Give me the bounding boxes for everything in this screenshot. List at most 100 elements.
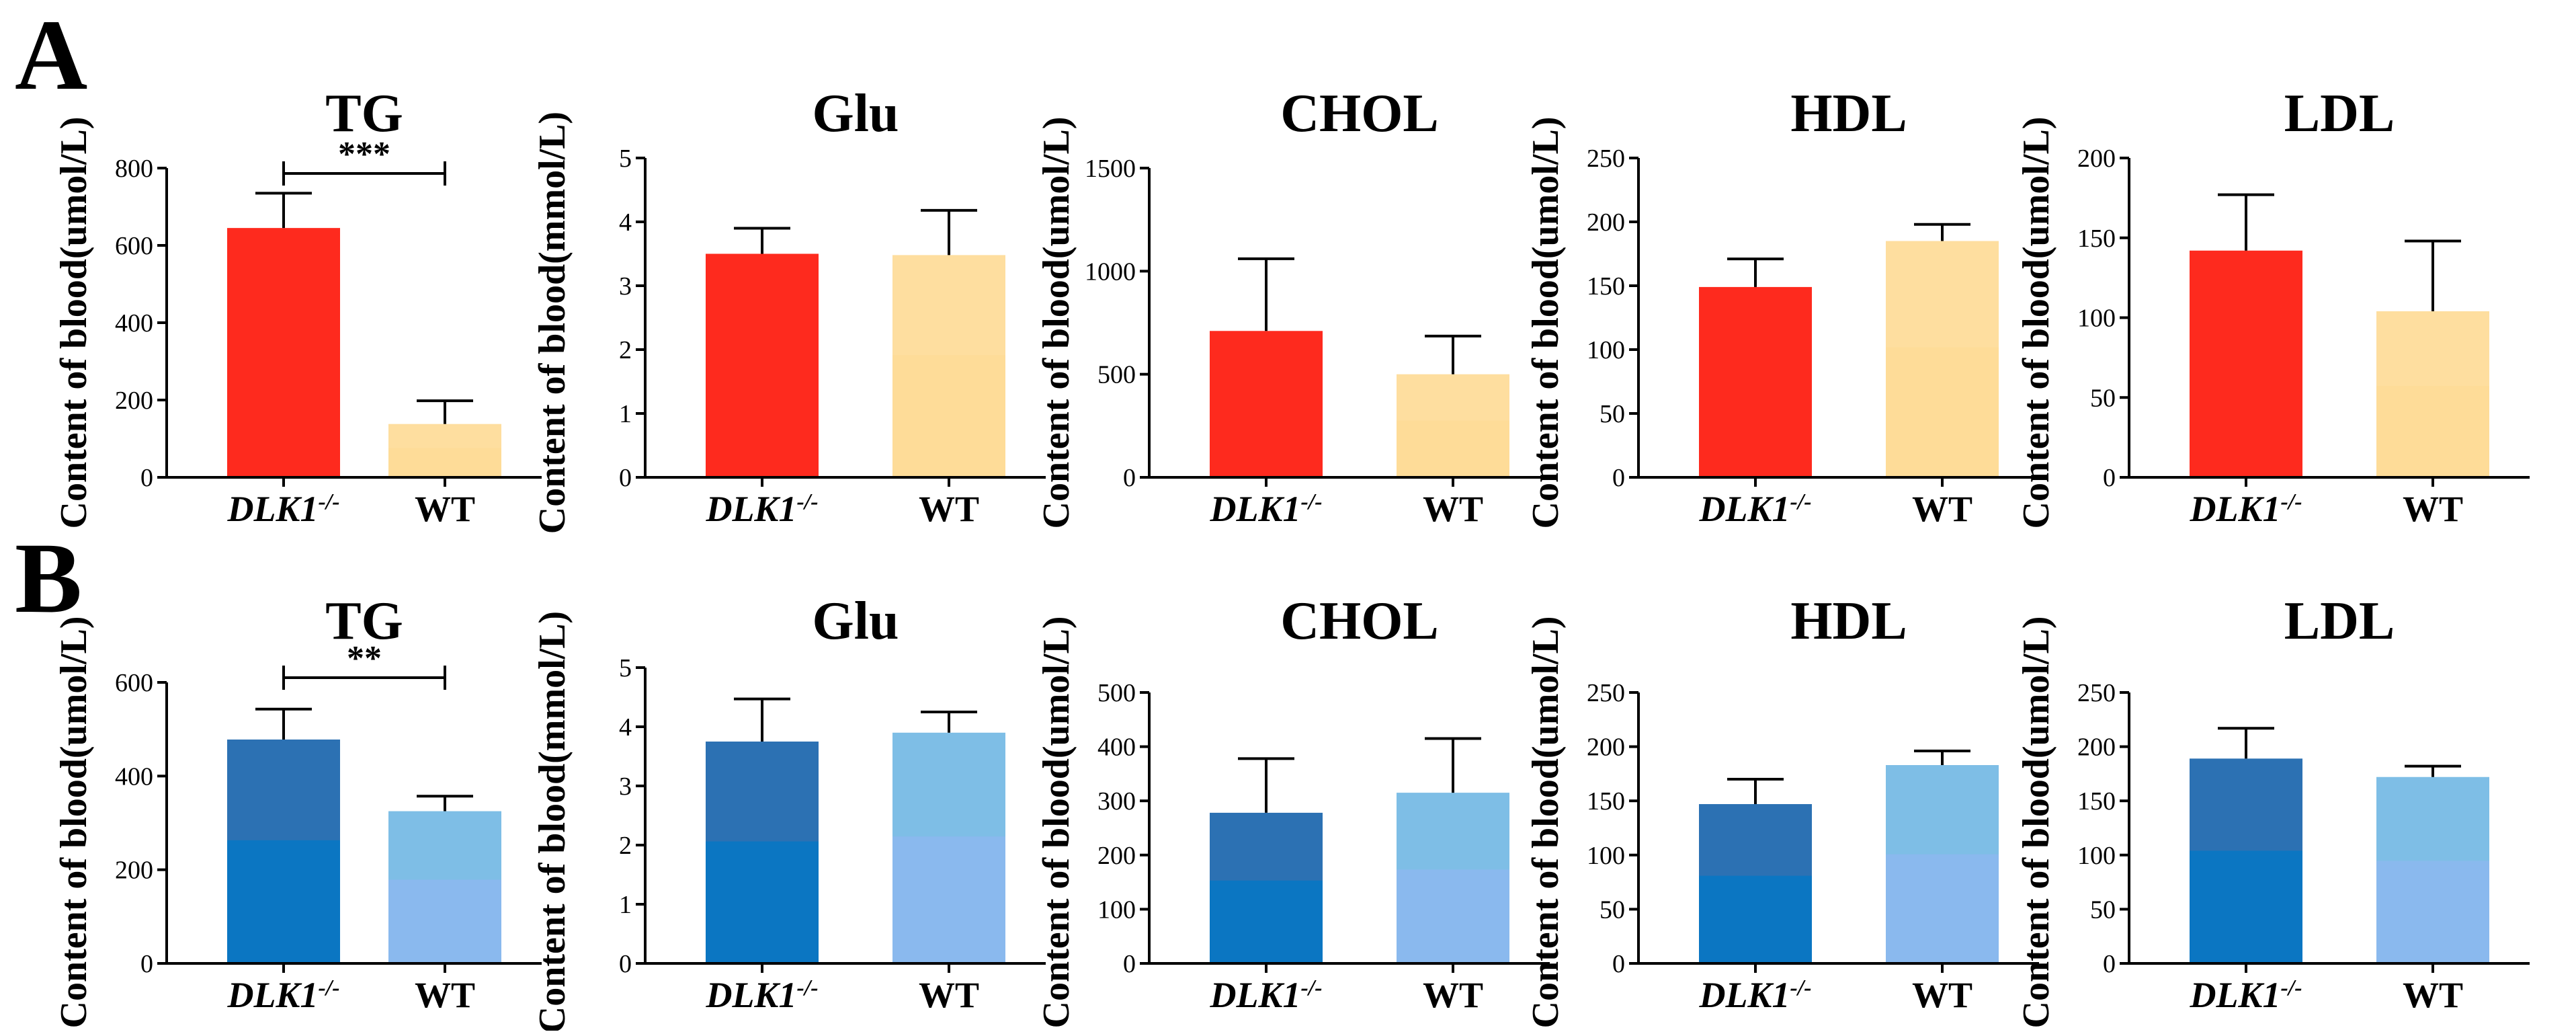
chart-a-ldl: LDL Content of blood(umol/L) DLK1-/- WT 0 50 1…: [2016, 84, 2530, 529]
chart-b-chol-bar-lower-0: [1210, 880, 1323, 963]
chart-a-glu-title: Glu: [813, 84, 899, 143]
chart-b-chol-ytick-label-1: 100: [1097, 896, 1136, 924]
chart-b-ldl-ytick-label-2: 100: [2077, 842, 2116, 870]
chart-a-tg-ytick-label-0: 0: [140, 464, 153, 492]
chart-a-tg-bar-lower-1: [388, 448, 501, 477]
chart-a-chol-category-0: DLK1-/-: [1209, 489, 1322, 529]
chart-b-chol-ytick-label-3: 300: [1097, 787, 1136, 816]
chart-b-hdl-bar-lower-0: [1699, 875, 1812, 963]
chart-a-glu-ytick-label-2: 2: [619, 336, 632, 364]
chart-a-glu-ytick-label-4: 4: [619, 208, 632, 237]
chart-a-chol-bar-lower-0: [1210, 397, 1323, 477]
chart-a-hdl-ytick-label-3: 150: [1587, 272, 1625, 301]
chart-b-chol-category-0: DLK1-/-: [1209, 975, 1322, 1015]
chart-b-ldl-ytick-label-1: 50: [2090, 896, 2116, 924]
chart-a-glu-bar-lower-1: [892, 355, 1005, 477]
chart-b-tg-ytick-label-0: 0: [140, 950, 153, 978]
chart-a-tg-ytick-label-3: 600: [115, 232, 153, 260]
chart-b-glu-ytick-label-5: 5: [619, 654, 632, 682]
chart-a-chol-ytick-label-3: 1500: [1085, 155, 1136, 183]
chart-a-glu-bar-lower-0: [706, 354, 819, 477]
chart-b-glu-ytick-label-0: 0: [619, 950, 632, 978]
chart-a-hdl-bar-lower-1: [1886, 347, 1999, 477]
chart-b-hdl-title: HDL: [1790, 592, 1907, 651]
chart-b-hdl-ytick-label-3: 150: [1587, 787, 1625, 816]
chart-b-chol: CHOL Content of blood(umol/L) DLK1-/- WT 0 10…: [1036, 592, 1550, 1028]
chart-b-chol-ytick-label-4: 400: [1097, 733, 1136, 762]
chart-a-glu-ytick-label-1: 1: [619, 400, 632, 428]
panel-label-b: B: [15, 522, 82, 634]
chart-a-ldl-bar-lower-0: [2190, 352, 2302, 477]
chart-a-glu: Glu Content of blood(mmol/L) DLK1-/- WT 0 1 2 3…: [532, 84, 1046, 534]
chart-a-tg-category-0: DLK1-/-: [226, 489, 339, 529]
chart-b-tg-bar-lower-0: [227, 840, 340, 963]
chart-a-glu-ytick-label-0: 0: [619, 464, 632, 492]
chart-b-tg-significance: **: [347, 639, 382, 678]
chart-a-tg-ylabel: Content of blood(umol/L): [53, 117, 95, 529]
chart-b-hdl-ytick-label-4: 200: [1587, 733, 1625, 762]
chart-a-ldl-bar-lower-1: [2376, 386, 2489, 477]
chart-b-ldl-title: LDL: [2284, 592, 2395, 651]
chart-b-ldl-bar-lower-0: [2190, 850, 2302, 963]
chart-a-ldl-ytick-label-0: 0: [2103, 464, 2116, 492]
chart-a-ldl-ytick-label-1: 50: [2090, 384, 2116, 412]
chart-b-ldl-ytick-label-5: 250: [2077, 679, 2116, 707]
chart-b-glu-ytick-label-2: 2: [619, 832, 632, 860]
chart-b-tg-category-1: WT: [415, 975, 475, 1015]
chart-b-hdl-ytick-label-0: 0: [1612, 950, 1625, 978]
chart-a-glu-ytick-label-3: 3: [619, 272, 632, 301]
chart-a-hdl-category-0: DLK1-/-: [1698, 489, 1811, 529]
chart-b-chol-ytick-label-0: 0: [1123, 950, 1136, 978]
chart-b-hdl-ytick-label-5: 250: [1587, 679, 1625, 707]
chart-a-tg-title: TG: [325, 84, 403, 143]
chart-b-glu: Glu Content of blood(mmol/L) DLK1-/- WT 0 1 2 3…: [532, 592, 1046, 1033]
chart-a-hdl-category-1: WT: [1912, 489, 1972, 529]
chart-a-tg: TG Content of blood(umol/L) DLK1-/- WT 0 200 4…: [53, 84, 542, 529]
chart-b-tg-ylabel: Content of blood(umol/L): [53, 617, 95, 1029]
chart-b-chol-ylabel: Content of blood(umol/L): [1036, 617, 1077, 1029]
chart-a-hdl-ytick-label-0: 0: [1612, 464, 1625, 492]
chart-b-ldl: LDL Content of blood(umol/L) DLK1-/- WT 0 50 1…: [2016, 592, 2530, 1028]
chart-a-chol-bar-lower-1: [1397, 420, 1509, 477]
chart-b-hdl-ylabel: Content of blood(umol/L): [1525, 617, 1567, 1029]
chart-a-hdl-title: HDL: [1790, 84, 1907, 143]
chart-a-tg-significance: ***: [338, 135, 390, 173]
chart-a-chol-ytick-label-0: 0: [1123, 464, 1136, 492]
chart-a-tg-ytick-label-4: 800: [115, 155, 153, 183]
chart-b-tg-ytick-label-2: 400: [115, 762, 153, 791]
chart-a-ldl-category-1: WT: [2403, 489, 2463, 529]
chart-b-hdl-bar-lower-1: [1886, 854, 1999, 963]
chart-a-hdl-ytick-label-4: 200: [1587, 208, 1625, 237]
chart-b-glu-ytick-label-1: 1: [619, 891, 632, 919]
chart-a-glu-category-0: DLK1-/-: [705, 489, 818, 529]
chart-a-ldl-ytick-label-2: 100: [2077, 305, 2116, 333]
panel-label-a: A: [15, 0, 87, 111]
chart-b-hdl-category-1: WT: [1912, 975, 1972, 1015]
chart-b-glu-bar-lower-0: [706, 841, 819, 963]
chart-a-glu-category-1: WT: [919, 489, 979, 529]
chart-a-chol-ylabel: Content of blood(umol/L): [1036, 117, 1077, 529]
chart-b-glu-category-1: WT: [919, 975, 979, 1015]
chart-a-chol-ytick-label-1: 500: [1097, 361, 1136, 389]
chart-a-ldl-ytick-label-4: 200: [2077, 145, 2116, 173]
chart-b-ldl-ylabel: Content of blood(umol/L): [2016, 617, 2057, 1029]
chart-a-chol: CHOL Content of blood(umol/L) DLK1-/- WT 0 50…: [1036, 84, 1550, 529]
chart-a-tg-ytick-label-2: 400: [115, 309, 153, 337]
chart-b-tg-bar-lower-1: [388, 879, 501, 963]
chart-b-chol-ytick-label-2: 200: [1097, 842, 1136, 870]
chart-b-ldl-category-1: WT: [2403, 975, 2463, 1015]
chart-b-hdl: HDL Content of blood(umol/L) DLK1-/- WT 0 50 1…: [1525, 592, 2039, 1028]
chart-b-tg: TG Content of blood(umol/L) DLK1-/- WT 0 200 4…: [53, 592, 542, 1028]
chart-b-glu-bar-lower-1: [892, 836, 1005, 963]
chart-b-chol-title: CHOL: [1280, 592, 1439, 651]
chart-b-hdl-category-0: DLK1-/-: [1698, 975, 1811, 1015]
chart-a-chol-title: CHOL: [1280, 84, 1439, 143]
chart-a-ldl-category-0: DLK1-/-: [2189, 489, 2302, 529]
chart-b-tg-title: TG: [325, 592, 403, 651]
chart-b-tg-ytick-label-3: 600: [115, 669, 153, 697]
chart-a-hdl: HDL Content of blood(umol/L) DLK1-/- WT 0 50 1…: [1525, 84, 2039, 529]
chart-b-glu-title: Glu: [813, 592, 899, 651]
chart-a-hdl-ytick-label-1: 50: [1599, 400, 1625, 428]
